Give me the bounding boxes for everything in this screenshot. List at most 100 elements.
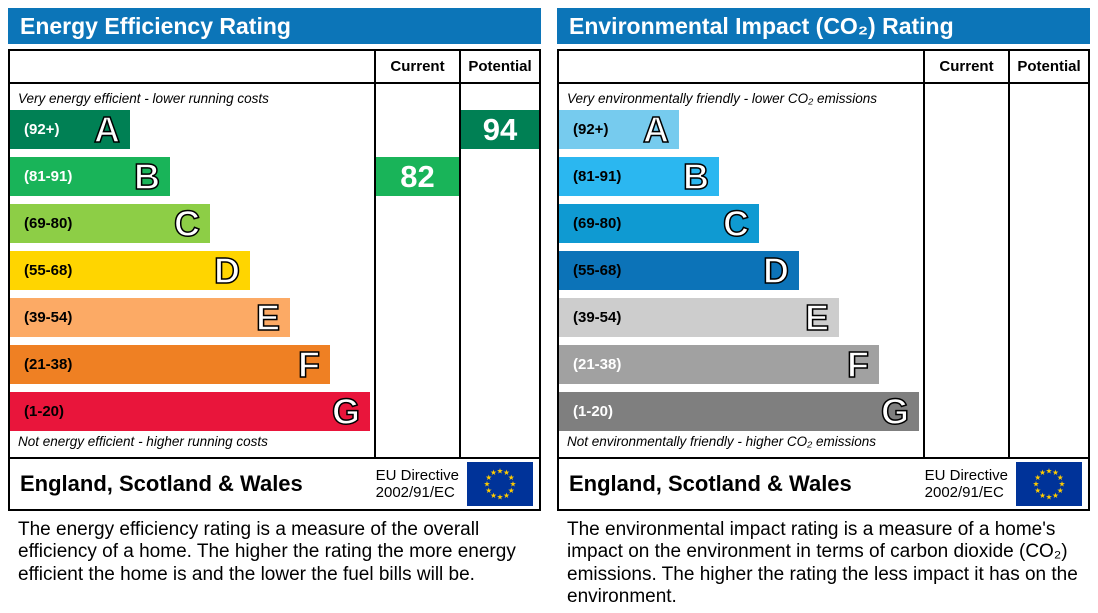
current-column-header: Current	[923, 51, 1008, 82]
band-letter: B	[133, 155, 161, 197]
band-g: (1-20) G	[10, 392, 370, 431]
svg-text:★: ★	[484, 480, 491, 489]
band-letter: F	[846, 343, 870, 385]
band-range: (1-20)	[24, 403, 65, 420]
top-note: Very energy efficient - lower running co…	[18, 91, 269, 106]
bands-column: Very environmentally friendly - lower CO…	[559, 84, 923, 457]
potential-column-header: Potential	[1008, 51, 1088, 82]
band-c: (69-80) C	[559, 204, 759, 243]
bottom-note: Not environmentally friendly - higher CO…	[567, 434, 877, 449]
svg-text:★: ★	[485, 473, 492, 482]
svg-text:★: ★	[497, 493, 504, 502]
panel-title: Environmental Impact (CO₂) Rating	[557, 8, 1090, 44]
chart-area: Very energy efficient - lower running co…	[10, 84, 539, 457]
rating-scale: (92+) A (81-91) B (69-80) C (55-68)	[559, 110, 923, 431]
band-f: (21-38) F	[559, 345, 879, 384]
top-note: Very environmentally friendly - lower CO…	[567, 91, 877, 106]
band-a: (92+) A	[10, 110, 130, 149]
current-rating-indicator: 82	[376, 157, 459, 196]
band-b: (81-91) B	[559, 157, 719, 196]
eu-directive-line2: 2002/91/EC	[375, 484, 455, 501]
svg-text:★: ★	[503, 468, 510, 477]
panel-description: The energy efficiency rating is a measur…	[18, 519, 516, 585]
band-d: (55-68) D	[559, 251, 799, 290]
band-e: (39-54) E	[10, 298, 290, 337]
band-letter: F	[297, 343, 321, 385]
eu-directive-line2: 2002/91/EC	[924, 484, 1004, 501]
svg-text:★: ★	[508, 473, 515, 482]
band-letter: E	[804, 296, 830, 338]
band-e: (39-54) E	[559, 298, 839, 337]
band-range: (69-80)	[24, 215, 73, 232]
header-spacer	[10, 51, 374, 82]
svg-text:★: ★	[1052, 468, 1059, 477]
eu-directive-label: EU Directive 2002/91/EC	[376, 467, 459, 502]
svg-text:★: ★	[503, 491, 510, 500]
current-column: 82	[374, 84, 459, 457]
band-range: (69-80)	[573, 215, 622, 232]
svg-text:★: ★	[490, 491, 497, 500]
eu-flag-icon: ★ ★ ★★ ★★ ★★ ★★ ★★	[1016, 462, 1082, 506]
band-letter: C	[722, 202, 750, 244]
svg-text:★: ★	[490, 468, 497, 477]
svg-text:★: ★	[1034, 486, 1041, 495]
panel-description: The environmental impact rating is a mea…	[567, 519, 1078, 608]
table-footer: England, Scotland & Wales EU Directive 2…	[10, 457, 539, 509]
svg-text:★: ★	[1046, 493, 1053, 502]
environmental-impact-panel: Environmental Impact (CO₂) Rating Curren…	[557, 8, 1090, 609]
svg-text:★: ★	[1057, 486, 1064, 495]
region-label: England, Scotland & Wales	[569, 471, 852, 496]
chart-area: Very environmentally friendly - lower CO…	[559, 84, 1088, 457]
band-g: (1-20) G	[559, 392, 919, 431]
band-a: (92+) A	[559, 110, 679, 149]
eu-directive-label: EU Directive 2002/91/EC	[925, 467, 1008, 502]
band-c: (69-80) C	[10, 204, 210, 243]
current-column	[923, 84, 1008, 457]
band-range: (92+)	[24, 121, 60, 138]
svg-text:★: ★	[1052, 491, 1059, 500]
band-letter: D	[213, 249, 241, 291]
band-range: (21-38)	[24, 356, 73, 373]
band-d: (55-68) D	[10, 251, 250, 290]
band-f: (21-38) F	[10, 345, 330, 384]
header-spacer	[559, 51, 923, 82]
potential-column: 94	[459, 84, 539, 457]
table-footer: England, Scotland & Wales EU Directive 2…	[559, 457, 1088, 509]
epc-charts: Energy Efficiency Rating Current Potenti…	[8, 8, 1090, 609]
svg-text:★: ★	[1039, 468, 1046, 477]
band-range: (55-68)	[24, 262, 73, 279]
band-range: (55-68)	[573, 262, 622, 279]
energy-efficiency-panel: Energy Efficiency Rating Current Potenti…	[8, 8, 541, 609]
potential-column	[1008, 84, 1088, 457]
band-range: (39-54)	[24, 309, 73, 326]
rating-table: Current Potential Very energy efficient …	[8, 49, 541, 511]
band-range: (21-38)	[573, 356, 622, 373]
region-label: England, Scotland & Wales	[20, 471, 303, 496]
band-letter: B	[682, 155, 710, 197]
band-letter: E	[255, 296, 281, 338]
band-b: (81-91) B	[10, 157, 170, 196]
potential-rating-value: 94	[482, 111, 518, 147]
svg-text:★: ★	[497, 467, 504, 476]
eu-directive-line1: EU Directive	[924, 466, 1008, 484]
eu-flag-icon: ★ ★ ★★ ★★ ★★ ★★ ★★	[467, 462, 533, 506]
band-range: (81-91)	[573, 168, 622, 185]
band-letter: A	[642, 108, 670, 150]
table-header: Current Potential	[559, 51, 1088, 84]
svg-text:★: ★	[1033, 480, 1040, 489]
panel-title: Energy Efficiency Rating	[8, 8, 541, 44]
svg-text:★: ★	[1057, 473, 1064, 482]
band-letter: G	[880, 390, 910, 432]
current-rating-value: 82	[400, 158, 435, 194]
current-column-header: Current	[374, 51, 459, 82]
svg-text:★: ★	[485, 486, 492, 495]
band-letter: D	[762, 249, 790, 291]
band-range: (92+)	[573, 121, 609, 138]
svg-text:★: ★	[1046, 467, 1053, 476]
svg-text:★: ★	[1034, 473, 1041, 482]
band-letter: G	[331, 390, 361, 432]
svg-text:★: ★	[508, 486, 515, 495]
potential-rating-indicator: 94	[461, 110, 539, 149]
band-range: (81-91)	[24, 168, 73, 185]
svg-text:★: ★	[510, 480, 517, 489]
